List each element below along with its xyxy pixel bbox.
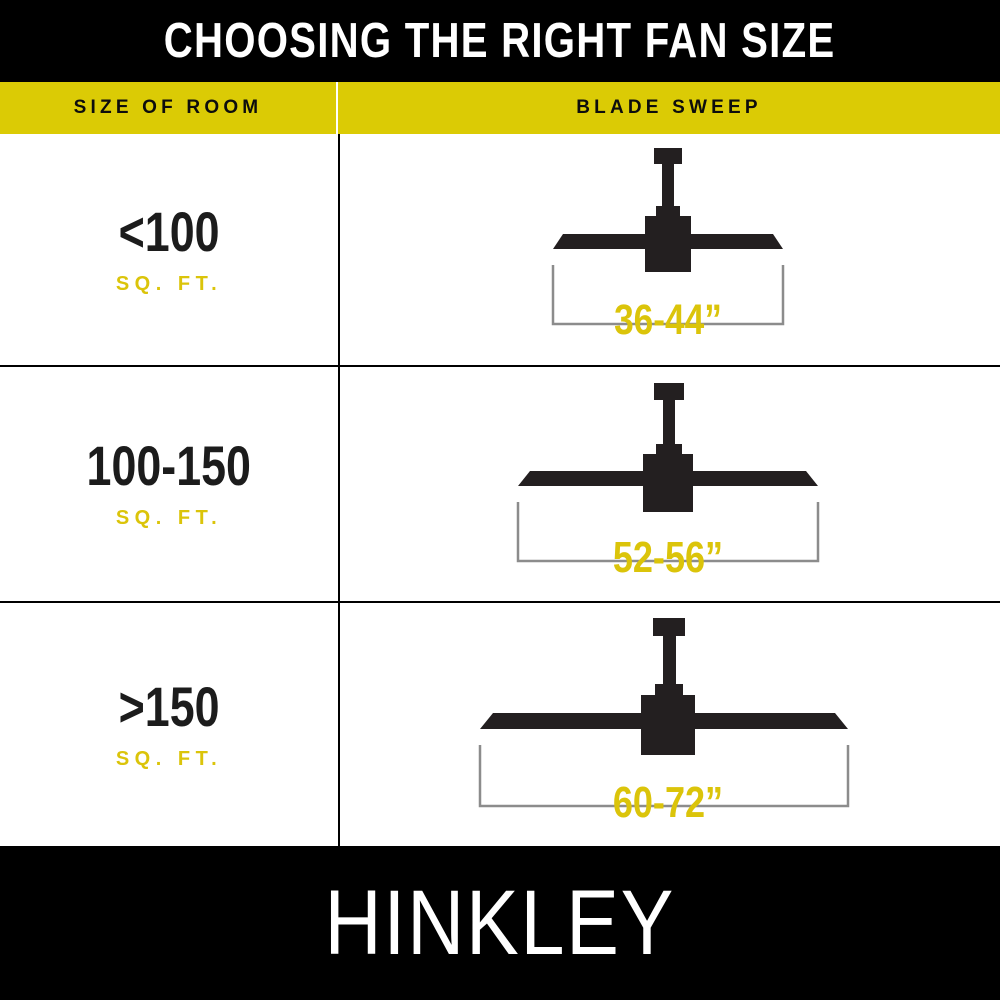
downrod bbox=[663, 400, 675, 444]
downrod bbox=[662, 164, 674, 206]
fan-blade-left bbox=[553, 234, 645, 249]
motor-housing bbox=[645, 216, 691, 272]
motor-housing bbox=[641, 695, 695, 755]
blade-sweep-cell: 60-72” bbox=[338, 603, 1000, 846]
canopy-plate bbox=[654, 383, 684, 400]
measurement-bracket bbox=[551, 265, 785, 326]
ceiling-fan-diagram: 52-56” bbox=[516, 383, 820, 582]
title-bar: CHOOSING THE RIGHT FAN SIZE bbox=[0, 0, 1000, 82]
room-size-value: 100-150 bbox=[86, 434, 252, 497]
measurement-bracket bbox=[516, 502, 820, 563]
room-size-unit: SQ. FT. bbox=[115, 747, 223, 770]
fan-silhouette bbox=[518, 383, 818, 512]
blade-sweep-label: 36-44” bbox=[614, 296, 722, 344]
blade-sweep-label: 60-72” bbox=[613, 778, 723, 827]
page-title: CHOOSING THE RIGHT FAN SIZE bbox=[164, 13, 836, 68]
blade-sweep-cell: 52-56” bbox=[338, 367, 1000, 601]
ceiling-fan-diagram: 60-72” bbox=[478, 618, 850, 827]
canopy-plate bbox=[654, 148, 682, 164]
room-size-cell: 100-150 SQ. FT. bbox=[0, 367, 338, 601]
fan-blade-left bbox=[518, 471, 643, 486]
column-header-label: BLADE SWEEP bbox=[576, 97, 762, 118]
table-row: 100-150 SQ. FT. 52-56” bbox=[0, 367, 1000, 603]
table-row: >150 SQ. FT. 60-72” bbox=[0, 603, 1000, 846]
table-row: <100 SQ. FT. bbox=[0, 134, 1000, 367]
fan-silhouette bbox=[480, 618, 848, 755]
fan-blade-left bbox=[480, 713, 641, 729]
measurement-bracket bbox=[478, 745, 850, 808]
room-size-unit: SQ. FT. bbox=[115, 272, 223, 295]
motor-housing bbox=[643, 454, 693, 512]
column-divider bbox=[338, 134, 340, 846]
ceiling-fan-diagram: 36-44” bbox=[551, 148, 785, 344]
fan-blade-right bbox=[695, 713, 848, 729]
room-size-cell: <100 SQ. FT. bbox=[0, 134, 338, 365]
brand-logo: HINKLEY bbox=[324, 872, 676, 974]
canopy-plate bbox=[653, 618, 685, 636]
blade-sweep-label: 52-56” bbox=[613, 533, 723, 582]
room-size-cell: >150 SQ. FT. bbox=[0, 603, 338, 846]
room-size-value: <100 bbox=[118, 199, 220, 263]
blade-sweep-cell: 36-44” bbox=[338, 134, 1000, 365]
column-header-size-of-room: SIZE OF ROOM bbox=[0, 82, 338, 134]
table-body: <100 SQ. FT. bbox=[0, 134, 1000, 846]
room-size-value: >150 bbox=[118, 674, 220, 738]
column-header-band: SIZE OF ROOM BLADE SWEEP bbox=[0, 82, 1000, 134]
fan-blade-right bbox=[693, 471, 818, 486]
fan-silhouette bbox=[553, 148, 783, 272]
downrod bbox=[663, 636, 676, 684]
column-header-blade-sweep: BLADE SWEEP bbox=[338, 82, 1000, 134]
footer-bar: HINKLEY bbox=[0, 846, 1000, 1000]
motor-collar bbox=[655, 684, 683, 695]
motor-collar bbox=[656, 206, 680, 216]
room-size-unit: SQ. FT. bbox=[115, 507, 223, 529]
motor-collar bbox=[656, 444, 682, 454]
fan-blade-right bbox=[691, 234, 783, 249]
column-header-label: SIZE OF ROOM bbox=[73, 97, 263, 118]
